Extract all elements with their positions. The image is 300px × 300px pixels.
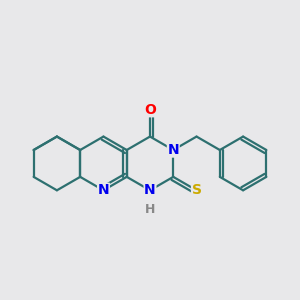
Text: N: N <box>144 183 156 197</box>
Text: N: N <box>167 143 179 157</box>
Text: O: O <box>144 103 156 117</box>
Text: S: S <box>191 183 202 197</box>
Text: N: N <box>98 183 109 197</box>
Text: H: H <box>145 202 155 216</box>
